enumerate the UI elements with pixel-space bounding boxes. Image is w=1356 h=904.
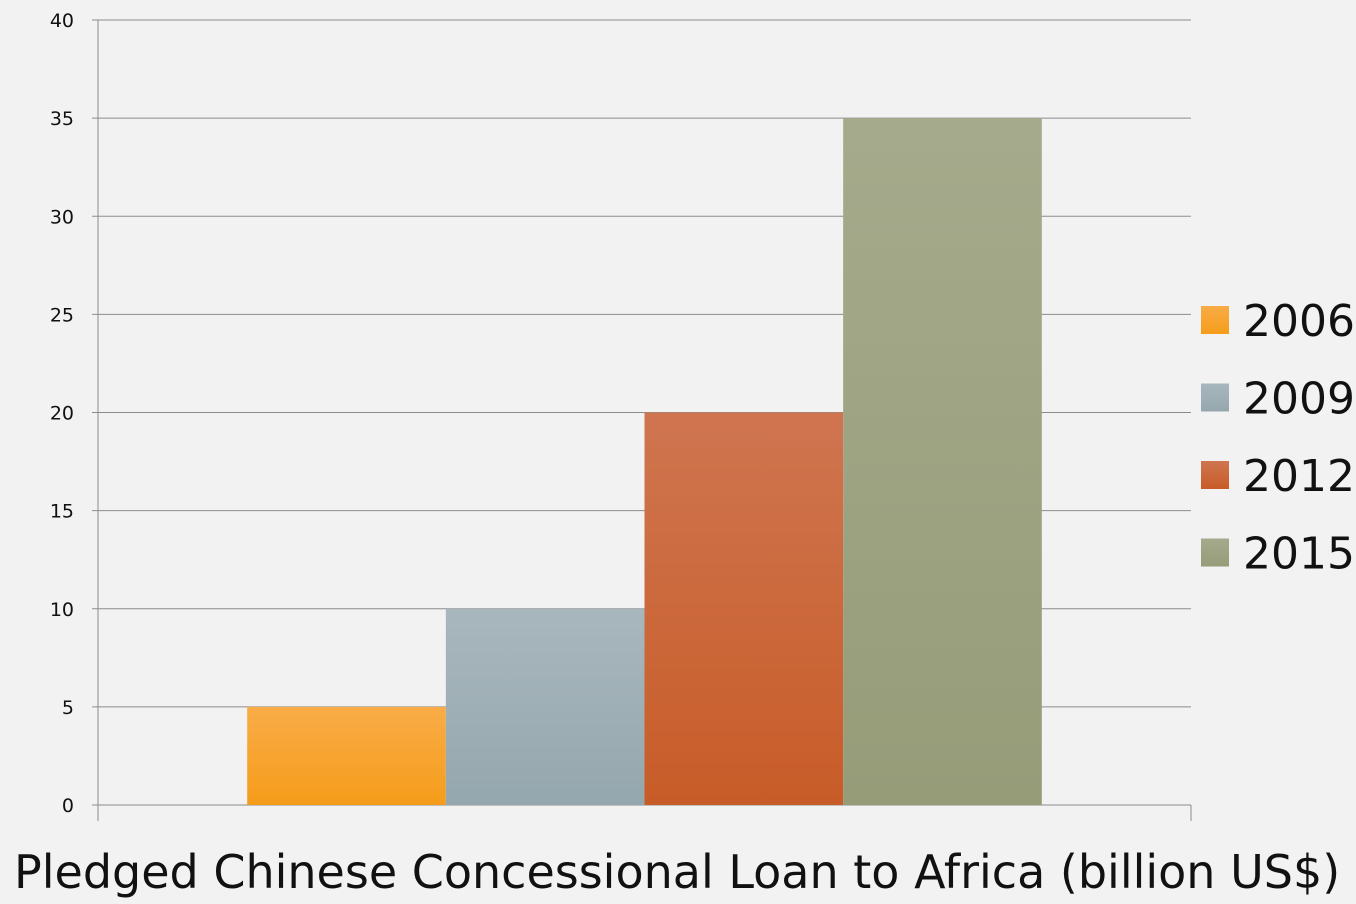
bar-2009 xyxy=(445,608,645,805)
legend-label-2009: 2009 xyxy=(1243,374,1355,425)
y-tick-label: 15 xyxy=(50,501,74,523)
y-tick-labels: 0 5 10 15 20 25 30 35 40 xyxy=(50,10,74,817)
legend-label-2006: 2006 xyxy=(1243,296,1355,347)
y-tick-label: 20 xyxy=(50,403,74,425)
legend-swatch-2012 xyxy=(1201,461,1229,489)
y-tick-label: 35 xyxy=(50,108,74,130)
y-tick-label: 30 xyxy=(50,206,74,228)
legend-swatch-2015 xyxy=(1201,538,1229,567)
y-tick-label: 5 xyxy=(62,697,74,719)
y-tick-label: 0 xyxy=(62,795,74,817)
bars xyxy=(247,118,1042,805)
x-axis-label: Pledged Chinese Concessional Loan to Afr… xyxy=(14,845,1340,899)
bar-2006 xyxy=(247,706,446,805)
y-tick-label: 40 xyxy=(50,10,74,32)
bar-2012 xyxy=(644,412,844,805)
legend: 2006 2009 2012 2015 xyxy=(1201,296,1355,580)
legend-swatch-2009 xyxy=(1201,383,1229,412)
y-tick-label: 25 xyxy=(50,304,74,326)
bar-2015 xyxy=(843,118,1042,805)
legend-swatch-2006 xyxy=(1201,306,1229,334)
y-tick-label: 10 xyxy=(50,599,74,621)
legend-label-2015: 2015 xyxy=(1243,529,1355,580)
legend-label-2012: 2012 xyxy=(1243,451,1355,502)
